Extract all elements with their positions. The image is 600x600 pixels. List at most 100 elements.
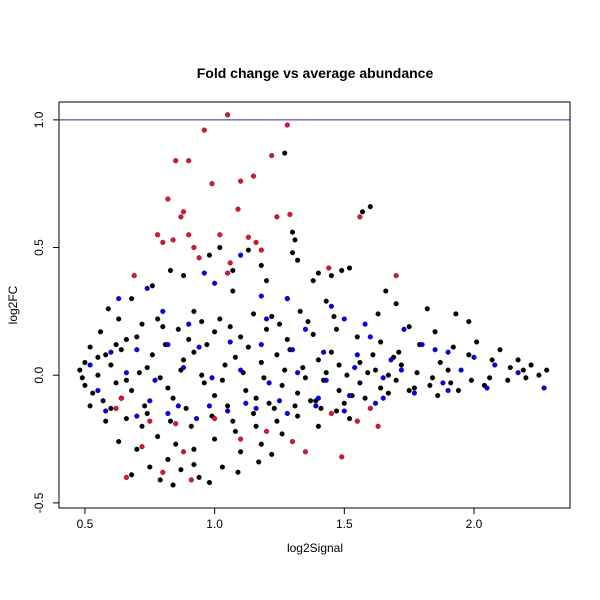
data-point-blue [180,365,187,371]
data-point-black [359,209,366,215]
data-point-blue [209,375,215,381]
data-point-blue [266,380,272,386]
data-point-black [271,405,277,411]
data-point-black [206,252,212,258]
data-point-black [258,441,264,447]
data-point-black [100,398,106,404]
data-point-black [323,298,329,304]
data-point-black [263,326,270,332]
data-point-blue [346,393,353,399]
data-point-black [367,204,373,210]
x-tick-label: 1.0 [206,517,223,531]
data-point-black [87,403,93,409]
data-point-black [432,329,438,335]
data-point-black [362,395,368,401]
data-point-black [191,446,197,452]
data-point-blue [315,395,321,401]
data-point-black [308,398,314,404]
data-point-red [357,214,363,220]
data-point-black [339,267,345,274]
data-point-black [113,380,119,386]
data-point-black [393,377,399,383]
data-point-black [245,247,251,253]
data-point-blue [253,405,259,411]
data-point-black [238,449,244,455]
data-point-blue [492,362,498,368]
data-point-red [147,418,153,424]
data-point-black [90,390,96,396]
data-point-black [183,405,189,411]
data-point-blue [193,416,200,422]
data-point-red [180,449,187,455]
data-point-blue [258,342,264,348]
data-point-black [191,308,197,314]
data-point-black [219,464,225,470]
data-point-black [256,459,262,465]
data-point-black [385,390,391,396]
data-point-black [289,250,296,256]
data-point-red [302,449,308,455]
data-point-black [284,336,290,343]
data-point-blue [411,390,417,396]
data-point-black [103,352,109,358]
data-point-black [489,357,495,363]
data-point-black [318,405,324,411]
data-point-blue [196,344,202,350]
data-point-black [466,352,472,358]
data-point-black [188,423,194,429]
data-point-blue [445,349,451,355]
data-point-black [274,352,280,358]
data-point-blue [95,387,101,394]
data-point-blue [289,347,296,353]
data-point-black [474,339,480,345]
data-point-red [367,405,373,411]
data-point-blue [541,385,547,391]
data-point-blue [258,293,264,299]
data-point-black [144,365,150,371]
data-point-blue [144,285,150,291]
data-point-black [279,382,285,388]
data-point-blue [134,413,140,419]
data-point-black [507,365,513,371]
data-point-blue [372,400,379,406]
data-point-blue [238,252,244,258]
data-point-black [165,456,171,463]
data-points [77,112,550,488]
data-point-black [123,377,129,383]
data-point-blue [116,296,122,302]
data-point-blue [152,377,158,383]
data-point-black [144,410,150,417]
y-tick-label: 0.0 [32,367,46,384]
data-point-black [468,377,474,383]
data-point-black [292,237,298,243]
data-point-black [79,375,85,381]
y-axis-ticks: -0.5 0.0 0.5 1.0 [32,111,59,513]
data-point-blue [147,398,153,404]
data-point-red [287,211,293,217]
data-point-black [173,441,179,447]
data-point-black [155,433,161,440]
data-point-black [227,324,233,330]
data-point-black [108,405,114,411]
data-point-blue [380,375,386,381]
data-point-red [393,273,399,279]
data-point-blue [401,326,407,332]
data-point-black [274,418,280,424]
data-point-black [232,354,238,360]
data-point-red [123,474,129,480]
data-point-blue [295,370,301,376]
data-point-black [191,349,197,355]
x-tick-label: 1.5 [336,517,353,531]
data-point-black [497,347,503,353]
data-point-red [170,237,176,243]
data-point-black [129,296,135,302]
data-point-black [411,385,417,391]
data-point-black [346,265,353,271]
data-point-black [136,370,142,376]
data-point-black [87,344,93,350]
data-point-black [372,367,379,373]
data-point-black [302,375,308,381]
data-point-blue [388,357,394,363]
data-point-black [357,380,363,386]
data-point-black [269,313,275,320]
